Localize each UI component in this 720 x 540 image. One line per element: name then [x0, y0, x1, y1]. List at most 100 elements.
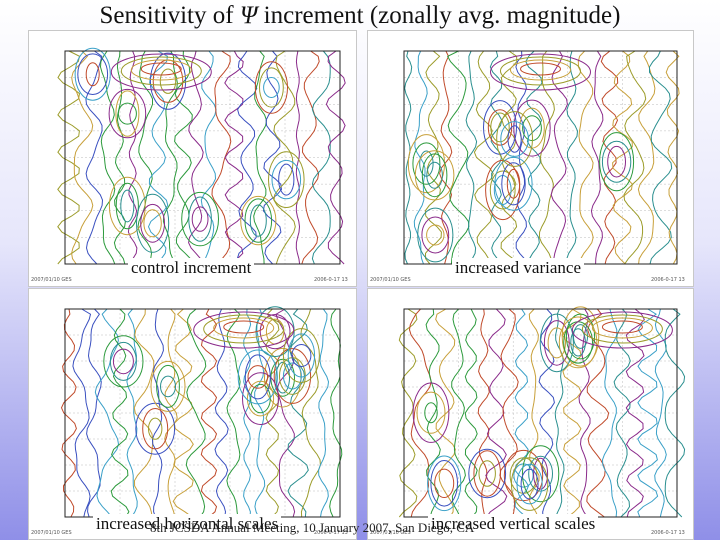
contour-line — [477, 308, 490, 518]
contour-peak — [140, 62, 182, 76]
contour-loop — [160, 375, 176, 398]
contour-line — [451, 308, 466, 518]
contour-loop — [282, 362, 302, 390]
contour-loop — [120, 189, 135, 223]
contour-loop — [421, 216, 450, 254]
contour-line — [500, 50, 519, 265]
contour-loop — [240, 195, 277, 246]
contour-line — [151, 308, 164, 518]
contour-loop — [275, 361, 290, 394]
panel-control: 2007/01/10 GES 2006-0-17 13 — [28, 30, 357, 287]
caption-vertical: increased vertical scales — [428, 514, 599, 534]
contour-loop — [109, 341, 137, 381]
contour-loop — [506, 168, 521, 199]
contour-loop — [159, 68, 177, 94]
contour-loop — [108, 88, 147, 139]
contour-loop — [117, 102, 137, 125]
contour-loop — [112, 348, 134, 375]
contour-line — [425, 308, 441, 518]
contour-line — [162, 50, 178, 265]
contour-loop — [412, 382, 450, 443]
contour-loop — [501, 162, 526, 206]
contour-loop — [494, 156, 533, 211]
contour-line — [295, 50, 301, 265]
contour-peak — [193, 311, 295, 349]
panel-vertical: 2007/01/10 GES 2006-0-17 13 — [367, 288, 694, 540]
contour-plot-vertical — [398, 306, 686, 518]
contour-line — [447, 50, 470, 265]
contour-line — [439, 50, 453, 265]
contour-loop — [547, 327, 567, 359]
contour-loop — [533, 457, 549, 490]
contour-line — [236, 50, 258, 265]
contour-loop — [244, 354, 271, 400]
contour-loop — [478, 460, 496, 487]
contour-loop — [259, 67, 284, 108]
contour-peak — [520, 62, 561, 76]
contour-line — [623, 50, 647, 265]
contour-loop — [558, 316, 598, 369]
contour-loop — [561, 306, 600, 367]
contour-line — [625, 308, 645, 518]
contour-line — [514, 308, 530, 518]
contour-loop — [191, 206, 209, 232]
slide-title: Sensitivity of Ψ increment (zonally avg.… — [0, 2, 720, 30]
contour-peak — [591, 317, 653, 339]
contour-loop — [416, 391, 446, 434]
contour-line — [554, 308, 565, 518]
contour-loop — [263, 77, 280, 98]
contour-loop — [282, 328, 320, 383]
caption-variance: increased variance — [452, 258, 584, 278]
contour-line — [318, 308, 330, 518]
contour-line — [99, 50, 116, 265]
contour-loop — [520, 468, 539, 500]
contour-loop — [271, 159, 302, 200]
contour-line — [612, 50, 633, 265]
contour-line — [649, 50, 673, 265]
panel-horizontal: 2007/01/10 GES 2006-0-17 13 — [28, 288, 357, 540]
contour-line — [398, 308, 418, 518]
panel-footer-left: 2007/01/10 GES — [31, 277, 72, 283]
contour-line — [485, 308, 508, 518]
contour-loop — [607, 145, 627, 178]
contour-loop — [254, 61, 288, 114]
contour-loop — [424, 402, 438, 424]
contour-loop — [565, 313, 596, 360]
contour-loop — [142, 408, 169, 450]
title-prefix: Sensitivity of — [99, 2, 240, 29]
contour-line — [408, 308, 432, 518]
contour-line — [224, 50, 244, 265]
contour-line — [147, 50, 169, 265]
contour-loop — [242, 372, 279, 425]
contour-line — [188, 50, 204, 265]
contour-plot-control — [57, 47, 346, 265]
contour-loop — [247, 365, 269, 389]
contour-loop — [74, 47, 111, 101]
contour-line — [214, 308, 229, 518]
contour-loop — [528, 455, 554, 492]
contour-loop — [601, 140, 632, 183]
contour-loop — [136, 193, 170, 253]
contour-line — [287, 308, 309, 518]
contour-loop — [543, 320, 570, 366]
contour-loop — [278, 163, 295, 196]
contour-loop — [85, 62, 100, 87]
contour-line — [133, 308, 155, 518]
contour-line — [72, 308, 92, 518]
contour-loop — [287, 333, 316, 378]
contour-line — [577, 50, 594, 265]
contour-loop — [427, 455, 462, 512]
contour-line — [473, 50, 494, 265]
contour-line — [253, 50, 268, 265]
title-symbol: Ψ — [239, 2, 258, 29]
contour-plot-horizontal — [60, 306, 343, 518]
contour-loop — [489, 170, 516, 210]
panel-footer-left: 2007/01/10 GES — [370, 530, 411, 536]
contour-loop — [485, 159, 521, 221]
contour-line — [637, 50, 656, 265]
contour-loop — [108, 176, 146, 236]
contour-loop — [115, 182, 139, 230]
panel-footer-left: 2007/01/10 GES — [370, 277, 411, 283]
contour-loop — [188, 196, 212, 242]
contour-line — [586, 308, 610, 518]
